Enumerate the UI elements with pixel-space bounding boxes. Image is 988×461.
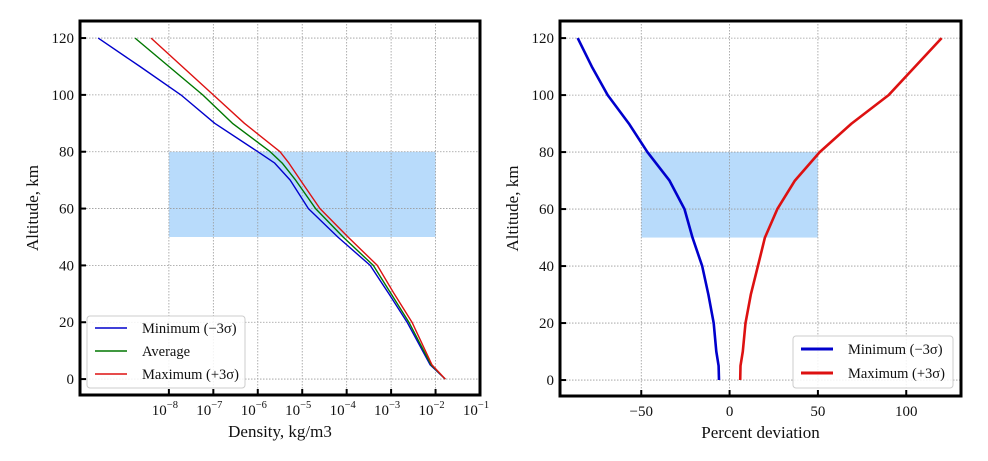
y-tick-label: 0 (547, 373, 555, 389)
y-tick-label: 20 (539, 316, 554, 332)
y-tick-labels: 0 20 40 60 80 100 120 (52, 31, 75, 388)
series-line-minimum (576, 37, 721, 381)
y-tick-labels: 0 20 40 60 80 100 120 (532, 31, 555, 389)
shaded-region (168, 151, 436, 237)
x-tick-label: 10−4 (330, 400, 357, 419)
x-tick-label: 10−2 (418, 400, 444, 419)
series-lines (97, 37, 446, 380)
x-axis-title: Percent deviation (701, 423, 820, 442)
x-tick-labels: −50 0 50 100 (630, 404, 918, 420)
legend: Minimum (−3σ) Average Maximum (+3σ) (86, 315, 246, 389)
x-tick-label: 100 (895, 404, 918, 420)
percent-deviation-chart: −50 0 50 100 0 20 40 60 80 100 120 Percent deviat… (503, 19, 963, 442)
legend: Minimum (−3σ) Maximum (+3σ) (792, 335, 954, 389)
y-tick-label: 80 (539, 145, 554, 161)
x-tick-label: 10−6 (241, 400, 267, 419)
y-tick-label: 40 (59, 258, 74, 274)
y-tick-label: 60 (539, 202, 554, 218)
legend-label-maximum: Maximum (+3σ) (848, 366, 945, 382)
legend-label-minimum: Minimum (−3σ) (142, 321, 237, 337)
x-tick-label: 10−8 (152, 400, 178, 419)
series-line-minimum (97, 37, 446, 380)
y-axis-title: Altitude, km (503, 166, 522, 252)
shaded-region (641, 152, 818, 238)
series-lines (576, 37, 943, 381)
grid-lines (560, 21, 961, 396)
plot-frame (558, 19, 963, 398)
legend-label-average: Average (142, 344, 190, 360)
legend-box (86, 315, 246, 389)
x-tick-label: 50 (810, 404, 825, 420)
series-line-maximum (150, 37, 446, 380)
y-tick-label: 120 (52, 31, 75, 47)
y-tick-label: 40 (539, 259, 554, 275)
x-tick-label: 10−7 (196, 400, 222, 419)
x-tick-label: 10−5 (285, 400, 311, 419)
y-tick-label: 60 (59, 202, 74, 218)
legend-label-minimum: Minimum (−3σ) (848, 342, 943, 358)
x-tick-label: 0 (726, 404, 734, 420)
y-tick-label: 100 (532, 88, 555, 104)
series-line-average (134, 37, 446, 380)
y-tick-label: 20 (59, 315, 74, 331)
legend-label-maximum: Maximum (+3σ) (142, 367, 239, 383)
y-axis-title: Altitude, km (23, 165, 42, 251)
y-tick-label: 100 (52, 88, 75, 104)
y-tick-label: 0 (67, 372, 75, 388)
plot-frame (78, 19, 482, 397)
x-tick-labels: 10−8 10−7 10−6 10−5 10−4 10−3 10−2 10−1 (152, 400, 489, 419)
series-line-maximum (738, 37, 943, 381)
x-tick-label: 10−3 (374, 400, 400, 419)
x-tick-label: −50 (630, 404, 653, 420)
x-tick-label: 10−1 (463, 400, 489, 419)
y-tick-label: 120 (532, 31, 555, 47)
x-axis-title: Density, kg/m3 (228, 422, 332, 441)
y-tick-label: 80 (59, 145, 74, 161)
density-chart: 10−8 10−7 10−6 10−5 10−4 10−3 10−2 10−1 0 20 40 60… (23, 19, 489, 441)
